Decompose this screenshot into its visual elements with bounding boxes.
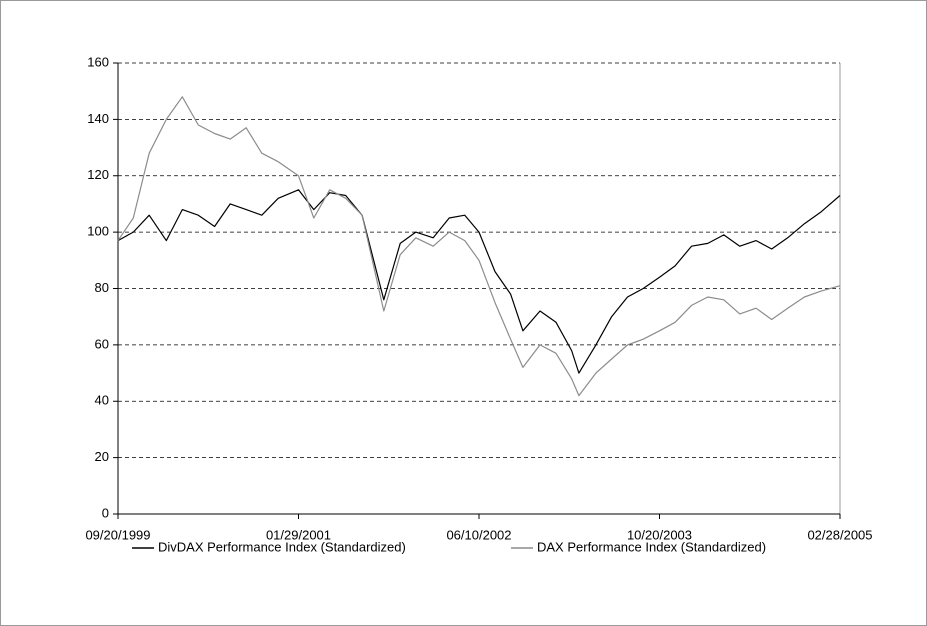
y-tick-label: 60 bbox=[95, 336, 109, 351]
y-tick-label: 140 bbox=[87, 111, 109, 126]
y-tick-label: 160 bbox=[87, 54, 109, 69]
x-tick-label: 02/28/2005 bbox=[807, 527, 872, 542]
y-tick-label: 80 bbox=[95, 280, 109, 295]
series-line bbox=[117, 96, 841, 397]
y-tick-label: 120 bbox=[87, 167, 109, 182]
y-tick-label: 100 bbox=[87, 224, 109, 239]
series-line bbox=[117, 189, 841, 374]
legend-label: DivDAX Performance Index (Standardized) bbox=[158, 539, 406, 554]
x-tick-label: 01/29/2001 bbox=[266, 527, 331, 542]
x-tick-label: 10/20/2003 bbox=[627, 527, 692, 542]
y-tick-label: 40 bbox=[95, 393, 109, 408]
legend-label: DAX Performance Index (Standardized) bbox=[537, 539, 766, 554]
y-tick-label: 20 bbox=[95, 449, 109, 464]
x-tick-label: 09/20/1999 bbox=[85, 527, 150, 542]
y-tick-label: 0 bbox=[102, 505, 109, 520]
x-tick-label: 06/10/2002 bbox=[446, 527, 511, 542]
